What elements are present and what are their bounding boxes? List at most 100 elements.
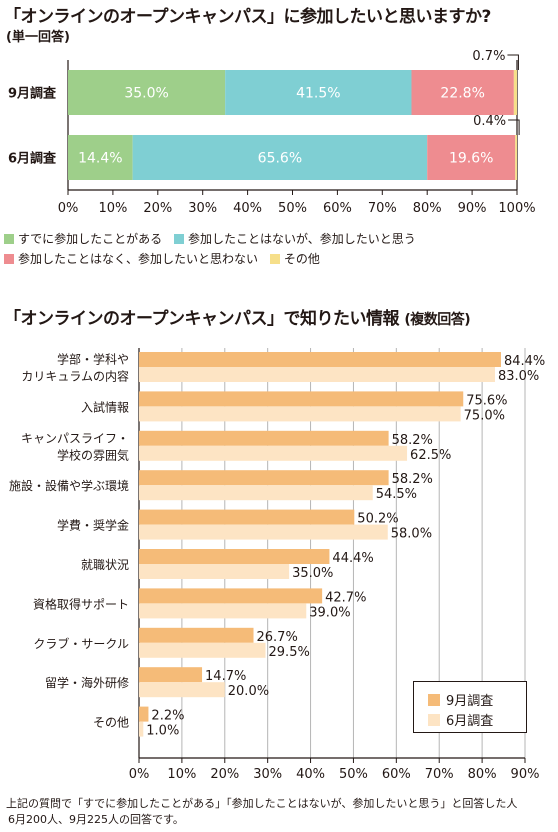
data-label: 1.0% <box>146 724 179 739</box>
x-tick-label: 20% <box>210 767 239 782</box>
category-label: 9月調査 <box>8 86 57 102</box>
bar-segment <box>68 70 226 115</box>
data-label: 75.6% <box>466 393 507 408</box>
data-label: 2.2% <box>151 709 184 724</box>
data-label: 41.5% <box>296 86 340 102</box>
legend-item-want: 参加したことはないが、参加したいと思う <box>173 229 416 249</box>
footnote-line2: 6月200人、9月225人の回答です。 <box>8 813 184 826</box>
footnote: 上記の質問で「すでに参加したことがある」「参加したことはないが、参加したいと思う… <box>6 796 551 828</box>
data-label: 62.5% <box>410 448 451 463</box>
x-tick-label: 80% <box>468 767 497 782</box>
category-label: 学費・奨学金 <box>57 518 129 533</box>
bar <box>139 406 461 422</box>
chart2-legend: 9月調査 6月調査 <box>413 681 527 733</box>
category-label: 学校の雰囲気 <box>57 447 129 462</box>
category-label: 留学・海外研修 <box>45 675 129 690</box>
chart2-title: 「オンラインのオープンキャンパス」で知りたい情報 (複数回答) <box>4 304 471 329</box>
legend-label: 6月調査 <box>446 714 494 729</box>
legend-swatch <box>428 714 440 726</box>
data-label: 65.6% <box>258 151 302 167</box>
data-label: 29.5% <box>269 645 310 660</box>
chart2-title-suffix: (複数回答) <box>404 312 471 328</box>
data-label: 0.7% <box>472 49 505 64</box>
legend-label: すでに参加したことがある <box>18 232 163 246</box>
callout-line <box>507 54 519 70</box>
category-label: 就職状況 <box>81 557 129 572</box>
x-tick-label: 0% <box>58 201 79 216</box>
legend-swatch <box>4 254 14 264</box>
bar <box>139 430 389 446</box>
x-tick-label: 100% <box>498 201 535 216</box>
data-label: 75.0% <box>464 408 505 423</box>
bar <box>139 445 408 461</box>
x-tick-label: 90% <box>458 201 487 216</box>
legend-item-sep: 9月調査 <box>428 690 493 709</box>
x-tick-label: 90% <box>511 767 540 782</box>
chart1-subtitle: (単一回答) <box>6 30 70 45</box>
bar <box>139 549 330 564</box>
legend-label: 参加したことはないが、参加したいと思う <box>187 232 416 246</box>
data-label: 0.4% <box>473 114 506 129</box>
data-label: 58.2% <box>392 433 433 448</box>
bar-segment <box>427 135 516 180</box>
bar <box>139 682 225 698</box>
data-label: 44.4% <box>332 551 373 566</box>
bar-segment <box>132 135 428 180</box>
category-label: カリキュラムの内容 <box>21 369 129 384</box>
data-label: 54.5% <box>376 487 417 502</box>
x-tick-label: 0% <box>129 767 150 782</box>
x-tick-label: 70% <box>425 767 454 782</box>
bar <box>139 667 203 683</box>
bar-segment <box>513 70 517 115</box>
legend-item-attended: すでに参加したことがある <box>4 229 162 249</box>
data-label: 84.4% <box>504 354 545 369</box>
x-tick-label: 30% <box>188 201 217 216</box>
legend-swatch <box>4 234 14 244</box>
x-tick-label: 60% <box>382 767 411 782</box>
data-label: 19.6% <box>449 151 493 167</box>
chart2-title-main: 「オンラインのオープンキャンパス」で知りたい情報 <box>4 309 399 329</box>
bar <box>139 721 144 737</box>
data-label: 26.7% <box>257 630 298 645</box>
chart1-legend: すでに参加したことがある 参加したことはないが、参加したいと思う 参加したことは… <box>4 229 554 269</box>
callout-line <box>508 119 520 135</box>
category-label: 施設・設備や学ぶ環境 <box>9 478 129 493</box>
bar <box>139 367 495 382</box>
category-label: 6月調査 <box>8 151 57 167</box>
x-tick-label: 80% <box>413 201 442 216</box>
bar <box>139 603 307 619</box>
data-label: 58.0% <box>391 527 432 542</box>
data-label: 50.2% <box>357 512 398 527</box>
bar <box>139 642 266 658</box>
category-label: 入試情報 <box>81 399 129 414</box>
category-label: その他 <box>93 716 129 730</box>
legend-label: その他 <box>283 252 320 266</box>
legend-swatch <box>173 234 184 244</box>
x-tick-label: 40% <box>233 201 262 216</box>
bar <box>139 588 323 604</box>
legend-label: 9月調査 <box>446 694 494 709</box>
bar <box>139 391 464 407</box>
category-label: 学部・学科や <box>57 352 129 367</box>
legend-swatch <box>428 694 440 706</box>
data-label: 20.0% <box>228 684 269 699</box>
bar-segment <box>68 135 133 180</box>
data-label: 39.0% <box>309 605 350 620</box>
data-label: 14.7% <box>205 669 246 684</box>
bar-segment <box>411 70 514 115</box>
data-label: 35.0% <box>292 566 333 581</box>
stacked-bar-chart: 0% 10% 20% 30% 40% 50% 60% 70% 80% 90% 100% 9月調査 35.… <box>8 49 536 216</box>
chart1-title: 「オンラインのオープンキャンパス」に参加したいと思いますか? <box>4 7 491 27</box>
legend-item-not-want: 参加したことはなく、参加したいと思わない <box>4 249 258 269</box>
data-label: 58.2% <box>392 472 433 487</box>
category-label: クラブ・サークル <box>33 636 129 651</box>
bar <box>139 509 355 525</box>
category-label: キャンパスライフ・ <box>21 431 129 445</box>
bar <box>139 485 373 501</box>
bar-segment <box>225 70 412 115</box>
legend-label: 参加したことはなく、参加したいと思わない <box>18 252 259 266</box>
bar <box>139 627 254 643</box>
category-label: 資格取得サポート <box>33 596 129 611</box>
x-tick-label: 50% <box>278 201 307 216</box>
data-label: 42.7% <box>325 590 366 605</box>
